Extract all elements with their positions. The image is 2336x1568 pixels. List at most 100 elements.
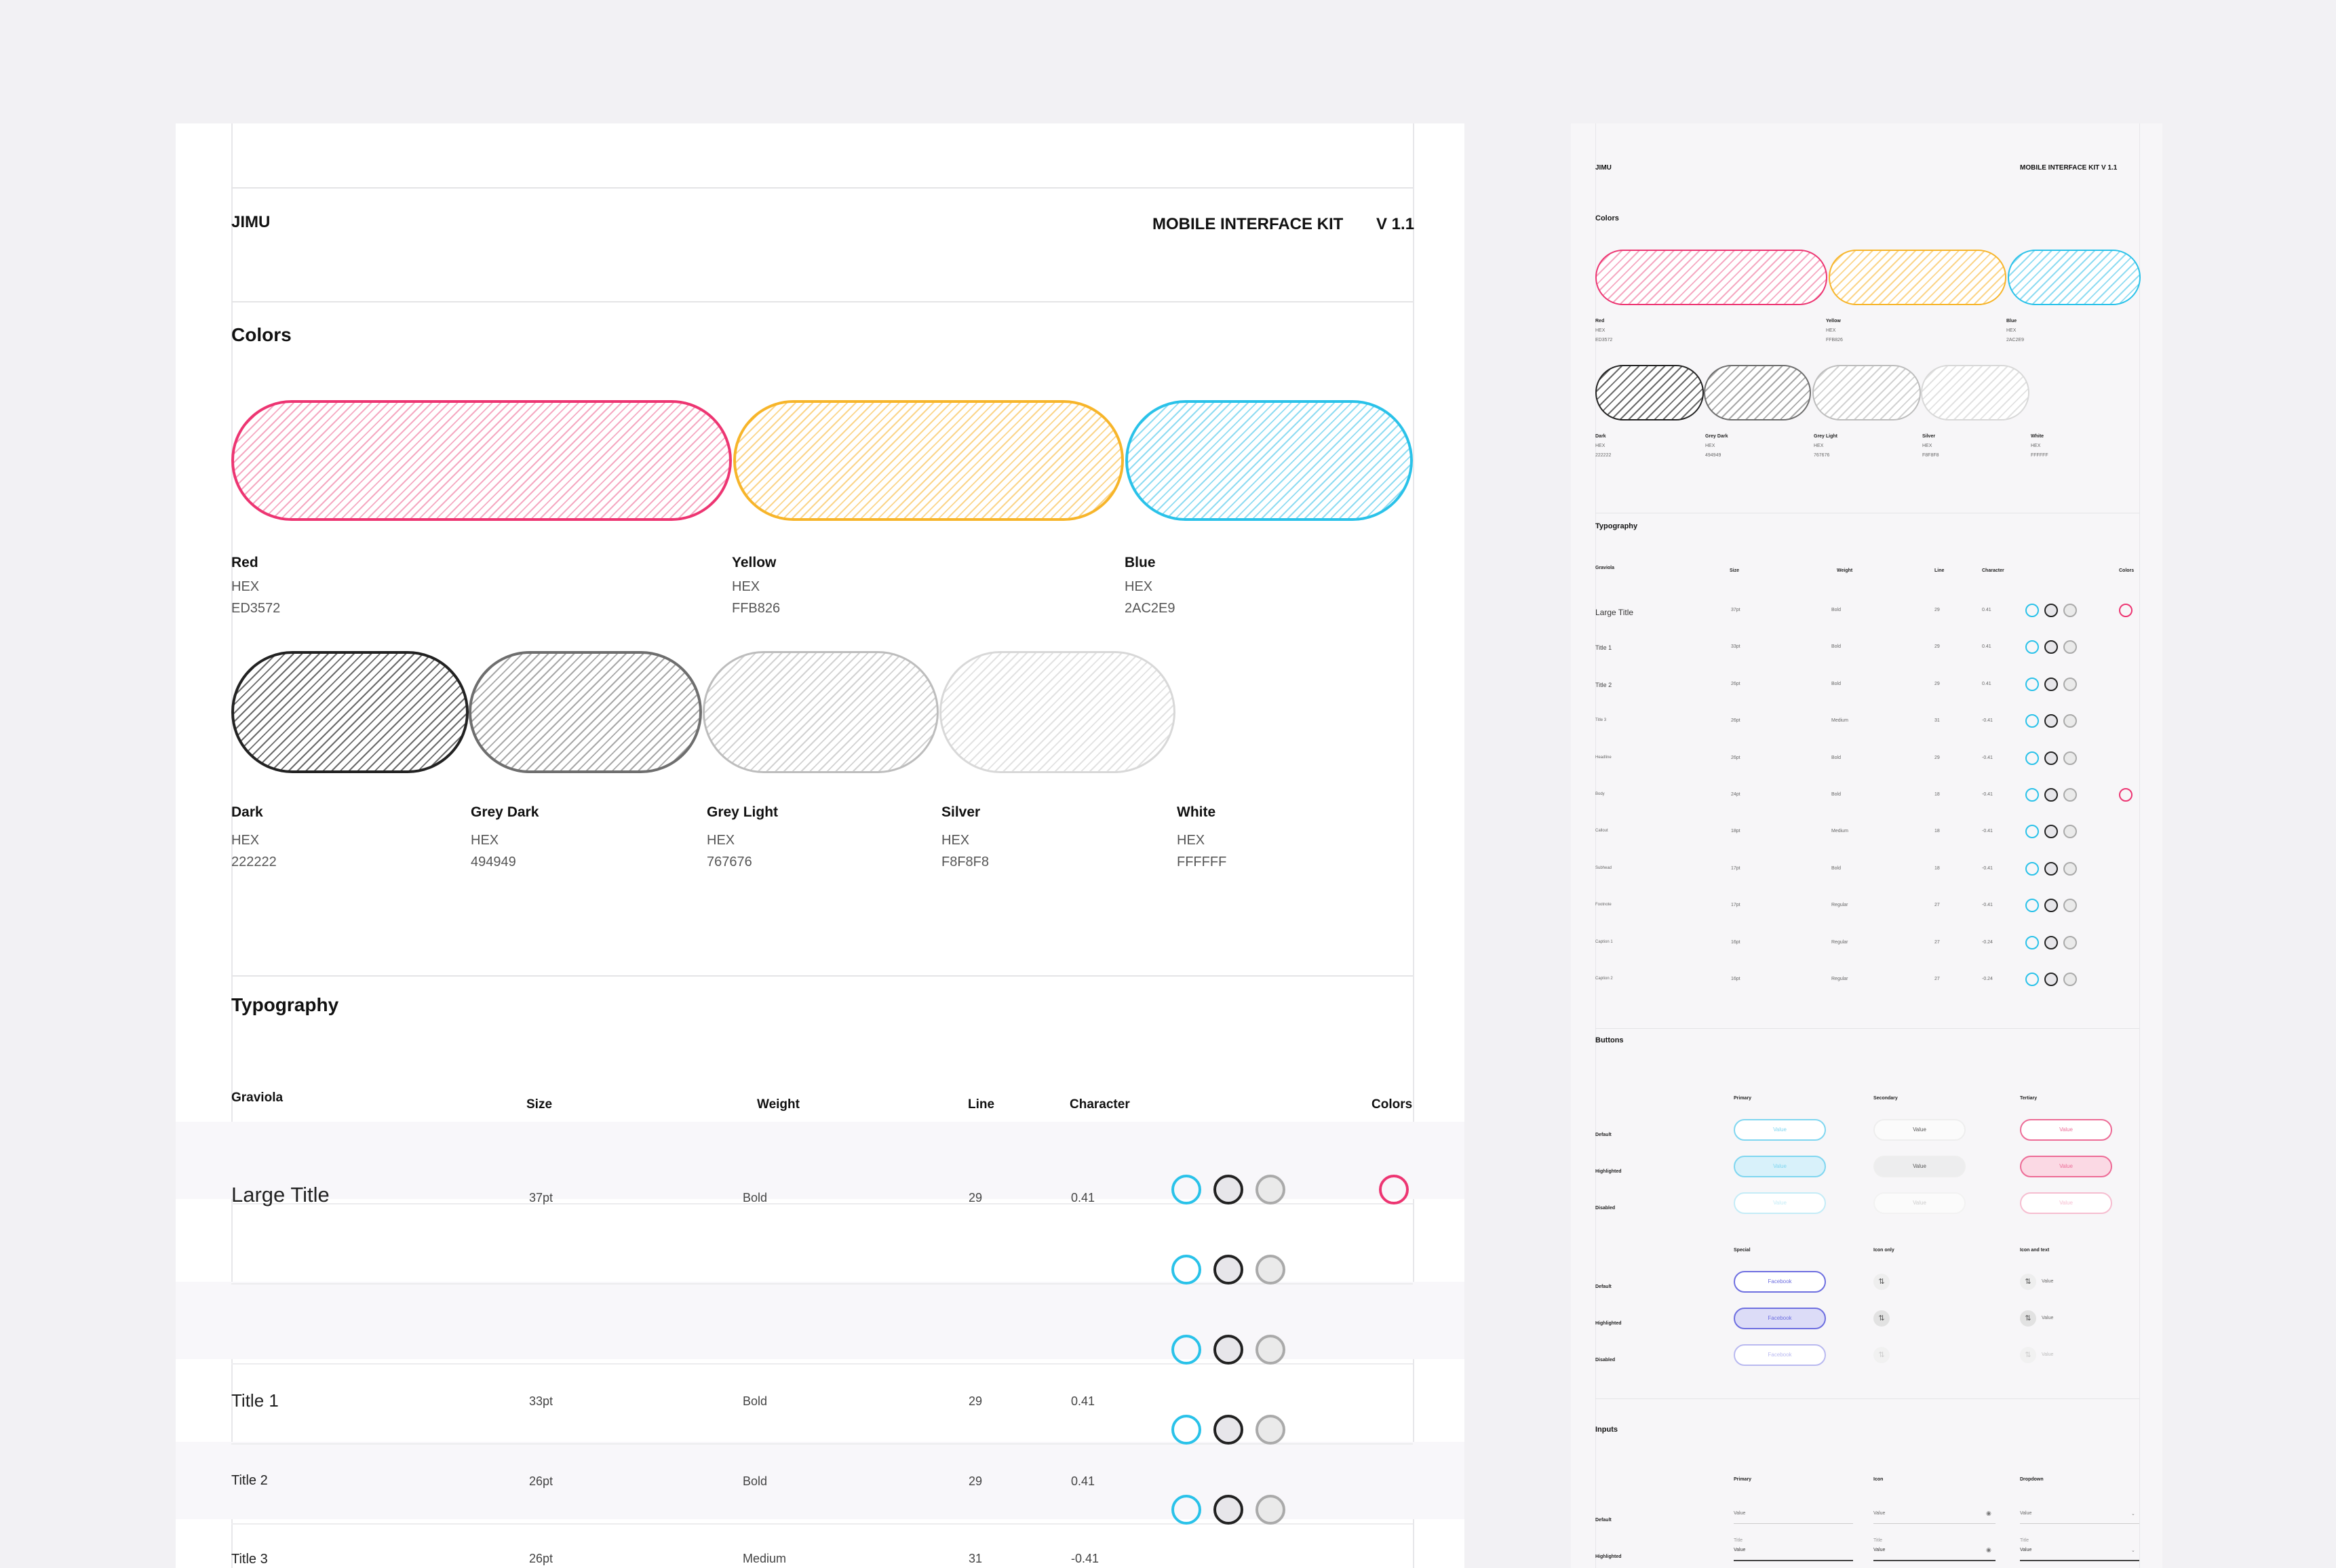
swatch-hex-value: 494949	[1705, 453, 1721, 458]
color-dot-dark	[2044, 862, 2058, 876]
input-underline	[1873, 1560, 1996, 1561]
swatch-hex-label: HEX	[1125, 579, 1153, 594]
kit-title: MOBILE INTERFACE KIT	[1152, 215, 1344, 233]
icon-input-value[interactable]: Value	[1873, 1548, 1886, 1552]
type-character: -0.24	[1982, 977, 1993, 981]
dropdown-value[interactable]: Value	[2020, 1511, 2032, 1516]
secondary-button-disabled[interactable]: Value	[1873, 1192, 1966, 1214]
color-dot-grey	[1255, 1175, 1285, 1204]
type-character: -0.41	[1982, 829, 1993, 834]
color-dot-dark	[1213, 1175, 1243, 1204]
facebook-button-disabled[interactable]: Facebook	[1734, 1344, 1826, 1366]
color-dot-dark	[2044, 640, 2058, 654]
sliders-icon[interactable]: ⇅	[1873, 1274, 1890, 1290]
input-col-dropdown: Dropdown	[2020, 1477, 2044, 1482]
swatch-hex-label: HEX	[707, 833, 735, 848]
primary-button-default[interactable]: Value	[1734, 1119, 1826, 1141]
icon-input-value[interactable]: Value	[1873, 1511, 1886, 1516]
type-size: 26pt	[1731, 682, 1740, 686]
type-sample: Title 1	[1595, 644, 1612, 651]
col-header-line: Line	[968, 1097, 995, 1112]
color-dot-grey	[2063, 788, 2077, 802]
input-underline	[1873, 1523, 1996, 1524]
color-dot-dark	[2044, 825, 2058, 838]
icon-button-label[interactable]: Value	[2042, 1279, 2054, 1284]
primary-button-disabled[interactable]: Value	[1734, 1192, 1826, 1214]
type-sample: Caption 1	[1595, 940, 1613, 944]
secondary-button-highlighted[interactable]: Value	[1873, 1156, 1966, 1177]
color-dot-dark	[2044, 973, 2058, 986]
type-line: 31	[1934, 718, 1940, 723]
chevron-down-icon[interactable]: ⌄	[2131, 1512, 2135, 1516]
swatch-hex-label: HEX	[732, 579, 760, 594]
input-underline	[1734, 1560, 1853, 1561]
color-dot-grey	[2063, 678, 2077, 691]
color-dot-blue	[2025, 751, 2039, 765]
sliders-icon[interactable]: ⇅	[1873, 1310, 1890, 1327]
sliders-icon[interactable]: ⇅	[2020, 1310, 2036, 1327]
section-title-inputs: Inputs	[1595, 1426, 1618, 1434]
color-dot-blue	[2025, 604, 2039, 617]
sliders-icon[interactable]: ⇅	[2020, 1274, 2036, 1290]
type-sample: Body	[1595, 792, 1605, 796]
swatch-hex-value: 222222	[1595, 453, 1612, 458]
color-dot-blue	[2025, 640, 2039, 654]
facebook-button-default[interactable]: Facebook	[1734, 1271, 1826, 1293]
color-dot-blue	[2025, 936, 2039, 949]
color-dot-dark	[2044, 751, 2058, 765]
swatch-grey-dark	[1704, 365, 1811, 420]
text-input-value[interactable]: Value	[1734, 1548, 1746, 1552]
divider	[231, 1203, 1413, 1204]
sliders-icon[interactable]: ⇅	[1873, 1347, 1890, 1363]
color-dot-red	[2119, 604, 2133, 617]
color-dot-grey	[2063, 862, 2077, 876]
swatch-label: Grey Light	[707, 804, 779, 820]
color-dot-blue	[1171, 1255, 1201, 1285]
type-character: -0.41	[1982, 866, 1993, 871]
facebook-button-highlighted[interactable]: Facebook	[1734, 1308, 1826, 1329]
primary-button-highlighted[interactable]: Value	[1734, 1156, 1826, 1177]
type-size: 33pt	[1731, 644, 1740, 649]
button-col-secondary: Secondary	[1873, 1096, 1898, 1101]
state-label: Highlighted	[1595, 1321, 1622, 1326]
swatch-blue	[1125, 400, 1413, 521]
secondary-button-default[interactable]: Value	[1873, 1119, 1966, 1141]
swatch-label: Silver	[941, 804, 981, 820]
eye-icon[interactable]: ◉	[1986, 1510, 1991, 1516]
type-sample: Large Title	[1595, 608, 1634, 617]
type-weight: Medium	[1831, 718, 1848, 723]
tertiary-button-default[interactable]: Value	[2020, 1119, 2112, 1141]
type-size: 17pt	[1731, 903, 1740, 907]
color-dot-grey	[1255, 1255, 1285, 1285]
type-sample: Headline	[1595, 756, 1612, 760]
eye-icon[interactable]: ◉	[1986, 1546, 1991, 1553]
type-character: 0.41	[1071, 1474, 1095, 1488]
type-character: -0.41	[1982, 718, 1993, 723]
state-label: Default	[1595, 1133, 1612, 1137]
swatch-hex-value: F8F8F8	[1922, 453, 1939, 458]
brand-name: JIMU	[1595, 164, 1612, 172]
text-input-value[interactable]: Value	[1734, 1511, 1746, 1516]
input-col-icon: Icon	[1873, 1477, 1884, 1482]
swatch-hex-value: 2AC2E9	[2006, 338, 2025, 342]
table-row-band	[176, 1282, 1464, 1359]
dropdown-value[interactable]: Value	[2020, 1548, 2032, 1552]
type-line: 27	[1934, 940, 1940, 945]
color-dot-blue	[2025, 862, 2039, 876]
color-dot-dark	[2044, 936, 2058, 949]
color-dot-grey	[2063, 899, 2077, 912]
tertiary-button-highlighted[interactable]: Value	[2020, 1156, 2112, 1177]
color-dot-blue	[2025, 899, 2039, 912]
tertiary-button-disabled[interactable]: Value	[2020, 1192, 2112, 1214]
color-dot-grey	[1255, 1415, 1285, 1445]
section-title-typography: Typography	[231, 994, 339, 1015]
icon-button-label[interactable]: Value	[2042, 1352, 2054, 1357]
color-dot-blue	[1171, 1335, 1201, 1365]
input-title: Title	[2020, 1538, 2029, 1543]
input-col-primary: Primary	[1734, 1477, 1752, 1482]
chevron-down-icon[interactable]: ⌄	[2131, 1548, 2135, 1553]
margin-line-left	[231, 123, 233, 1568]
icon-button-label[interactable]: Value	[2042, 1316, 2054, 1320]
sliders-icon[interactable]: ⇅	[2020, 1347, 2036, 1363]
col-header-weight: Weight	[1837, 568, 1853, 573]
